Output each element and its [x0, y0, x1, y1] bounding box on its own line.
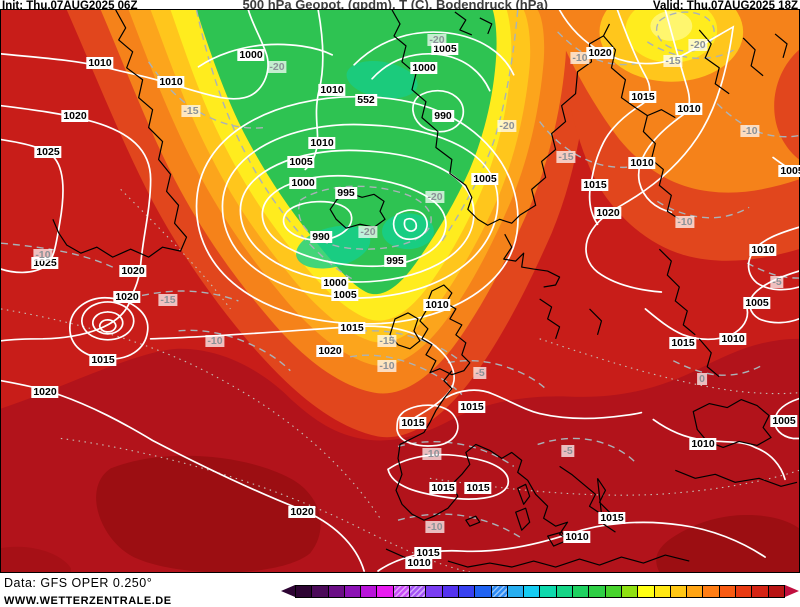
- colorbar-right-arrow: [785, 585, 799, 597]
- colorbar-segment: [474, 586, 491, 597]
- colorbar-segment: [702, 586, 719, 597]
- colorbar-segment: [669, 586, 687, 597]
- colorbar-segment: [457, 586, 475, 597]
- colorbar-segment: [767, 586, 784, 597]
- colorbar-segment: [555, 586, 573, 597]
- colorbar-segment: [425, 586, 442, 597]
- colorbar-segment: [360, 586, 377, 597]
- init-time: Init: Thu,07AUG2025 06Z: [2, 0, 138, 9]
- colorbar-segments: [295, 585, 785, 598]
- isotherm-layer: [1, 10, 799, 539]
- colorbar-segment: [718, 586, 736, 597]
- colorbar-segment: [620, 586, 638, 597]
- colorbar-segment: [441, 586, 458, 597]
- watermark-text: WWW.WETTERZENTRALE.DE: [4, 595, 172, 607]
- colorbar-segment: [392, 586, 410, 597]
- minor-contour-layer: [1, 188, 799, 572]
- colorbar-segment: [539, 586, 556, 597]
- colorbar-segment: [653, 586, 670, 597]
- colorbar-segment: [588, 586, 605, 597]
- colorbar-segment: [296, 586, 312, 597]
- colorbar-segment: [490, 586, 507, 597]
- weather-map-svg: [1, 10, 799, 572]
- valid-time: Valid: Thu,07AUG2025 18Z: [652, 0, 798, 9]
- colorbar-segment: [735, 586, 752, 597]
- colorbar-segment: [572, 586, 589, 597]
- chart-title: 500 hPa Geopot. (gpdm), T (C), Bodendruc…: [242, 0, 548, 9]
- colorbar-segment: [604, 586, 621, 597]
- weather-map: [0, 9, 800, 573]
- colorbar-segment: [637, 586, 654, 597]
- temperature-colorbar: [281, 585, 799, 598]
- colorbar-segment: [506, 586, 524, 597]
- title-bar: Init: Thu,07AUG2025 06Z 500 hPa Geopot. …: [0, 0, 800, 9]
- colorbar-segment: [343, 586, 361, 597]
- colorbar-segment: [311, 586, 328, 597]
- title-row: Init: Thu,07AUG2025 06Z 500 hPa Geopot. …: [0, 0, 800, 9]
- data-source-text: Data: GFS OPER 0.250°: [4, 576, 153, 590]
- colorbar-segment: [686, 586, 703, 597]
- colorbar-left-arrow: [281, 585, 295, 597]
- colorbar-segment: [376, 586, 393, 597]
- colorbar-segment: [327, 586, 344, 597]
- colorbar-segment: [409, 586, 426, 597]
- colorbar-segment: [523, 586, 540, 597]
- temperature-fill-layer: [1, 10, 799, 572]
- colorbar-segment: [751, 586, 768, 597]
